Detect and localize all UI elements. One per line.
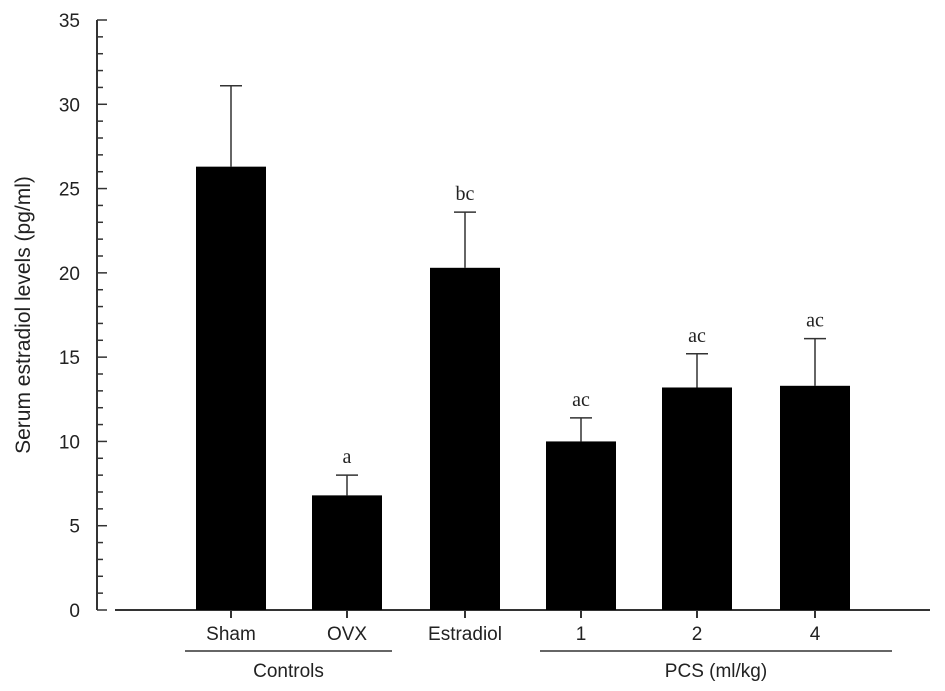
- bar-estradiol: [430, 267, 500, 610]
- y-tick-label: 30: [59, 95, 80, 116]
- significance-label: ac: [572, 389, 590, 411]
- bar-2: [662, 387, 732, 610]
- y-tick-label: 35: [59, 11, 80, 32]
- x-tick-label: Sham: [206, 624, 256, 645]
- y-tick-label: 20: [59, 264, 80, 285]
- y-tick-label: 15: [59, 348, 80, 369]
- x-tick-label: 4: [810, 624, 821, 645]
- y-axis-label: Serum estradiol levels (pg/ml): [12, 176, 35, 454]
- y-tick-label: 25: [59, 180, 80, 201]
- group-label: Controls: [253, 661, 324, 682]
- y-tick-label: 10: [59, 432, 80, 453]
- group-label: PCS (ml/kg): [665, 661, 767, 682]
- x-tick-label: OVX: [327, 624, 367, 645]
- x-tick-label: 2: [692, 624, 703, 645]
- bar-4: [780, 385, 850, 610]
- y-tick-label: 0: [69, 601, 80, 622]
- significance-label: ac: [806, 310, 824, 332]
- x-tick-label: 1: [576, 624, 587, 645]
- significance-label: a: [343, 446, 352, 468]
- significance-label: bc: [456, 183, 475, 205]
- bar-sham: [196, 166, 266, 610]
- x-tick-label: Estradiol: [428, 624, 502, 645]
- bar-1: [546, 441, 616, 610]
- significance-label: ac: [688, 325, 706, 347]
- bar-ovx: [312, 495, 382, 610]
- y-tick-label: 5: [69, 517, 80, 538]
